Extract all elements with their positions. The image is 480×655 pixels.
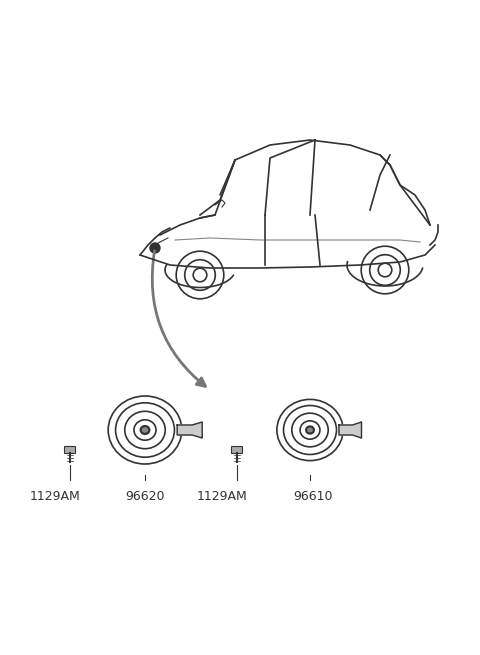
FancyBboxPatch shape	[64, 447, 75, 453]
Text: 96610: 96610	[293, 490, 333, 503]
Text: 96620: 96620	[125, 490, 165, 503]
Ellipse shape	[141, 426, 149, 434]
Text: 1129AM: 1129AM	[197, 490, 247, 503]
Text: 1129AM: 1129AM	[30, 490, 80, 503]
FancyArrowPatch shape	[152, 251, 205, 386]
Circle shape	[150, 243, 160, 253]
Polygon shape	[339, 422, 361, 438]
Ellipse shape	[306, 427, 313, 433]
Polygon shape	[177, 422, 202, 438]
FancyBboxPatch shape	[231, 447, 242, 453]
